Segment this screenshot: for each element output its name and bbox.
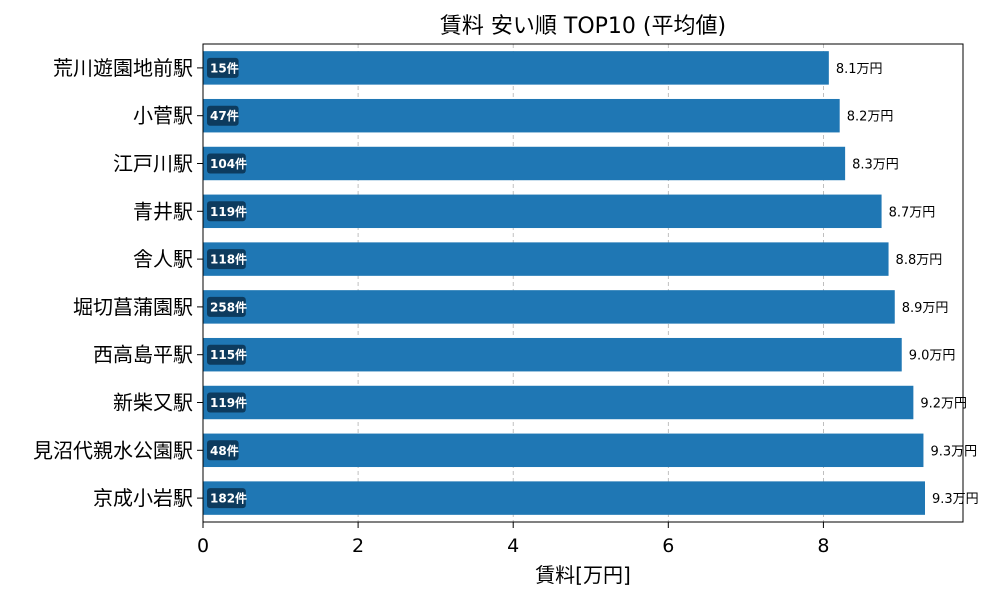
count-badge [207, 488, 246, 509]
y-tick-label: 荒川遊園地前駅 [53, 56, 193, 80]
y-tick-label: 見沼代親水公園駅 [33, 438, 193, 462]
y-tick-label: 京成小岩駅 [93, 486, 193, 510]
count-badge [207, 440, 239, 461]
count-badge [207, 249, 246, 270]
value-label: 9.3万円 [932, 492, 979, 507]
count-badge [207, 392, 246, 413]
x-tick-label: 2 [352, 535, 364, 557]
y-tick-label: 青井駅 [133, 199, 193, 223]
count-label: 118件 [210, 252, 247, 267]
value-label: 8.2万円 [847, 110, 894, 125]
value-label: 8.1万円 [836, 62, 883, 77]
y-tick-label: 西高島平駅 [93, 343, 193, 367]
count-badge [207, 201, 246, 222]
bar [203, 481, 925, 515]
bar [203, 194, 882, 229]
value-label: 8.8万円 [896, 253, 943, 268]
bars: 15件 8.1万円 47件 8.2万円 104件 8.3万円 119件 8.7万円 118件 8.… [203, 51, 979, 515]
bar [203, 337, 902, 372]
count-label: 47件 [210, 108, 239, 123]
value-label: 8.7万円 [889, 205, 936, 220]
plot-frame [202, 43, 964, 523]
y-tick-label: 堀切菖蒲園駅 [73, 295, 193, 319]
y-tick-label: 江戸川駅 [113, 152, 193, 176]
count-badge [207, 57, 239, 78]
y-axis-ticks: 荒川遊園地前駅小菅駅江戸川駅青井駅舎人駅堀切菖蒲園駅西高島平駅新柴又駅見沼代親水… [33, 56, 203, 510]
chart-title: 賃料 安い順 TOP10 (平均値) [440, 14, 726, 39]
x-tick-label: 6 [662, 535, 674, 557]
value-label: 9.3万円 [930, 444, 977, 459]
value-label: 9.2万円 [920, 397, 967, 412]
x-axis-label: 賃料[万円] [535, 563, 631, 587]
count-label: 119件 [210, 204, 247, 219]
count-label: 15件 [210, 60, 239, 75]
y-tick-label: 舎人駅 [133, 247, 193, 271]
bar [203, 385, 914, 420]
x-tick-label: 0 [197, 535, 209, 557]
bar [203, 98, 840, 133]
count-label: 119件 [210, 395, 247, 410]
value-label: 9.0万円 [909, 349, 956, 364]
count-badge [207, 105, 239, 126]
count-label: 48件 [210, 443, 239, 458]
x-tick-label: 4 [507, 535, 519, 557]
x-tick-label: 8 [817, 535, 829, 557]
y-tick-label: 小菅駅 [133, 104, 193, 128]
value-label: 8.3万円 [852, 158, 899, 173]
y-tick-label: 新柴又駅 [113, 391, 193, 415]
count-label: 182件 [210, 491, 247, 506]
bar [203, 146, 846, 181]
count-label: 115件 [210, 347, 247, 362]
value-label: 8.9万円 [902, 301, 949, 316]
bar [203, 51, 829, 85]
count-label: 258件 [210, 299, 247, 314]
bar [203, 433, 924, 468]
count-label: 104件 [210, 156, 247, 171]
count-badge [207, 296, 246, 317]
bar [203, 242, 889, 276]
bar [203, 290, 895, 324]
x-axis-ticks: 0 2 4 6 8 [197, 522, 829, 557]
count-badge [207, 153, 246, 174]
count-badge [207, 344, 246, 365]
